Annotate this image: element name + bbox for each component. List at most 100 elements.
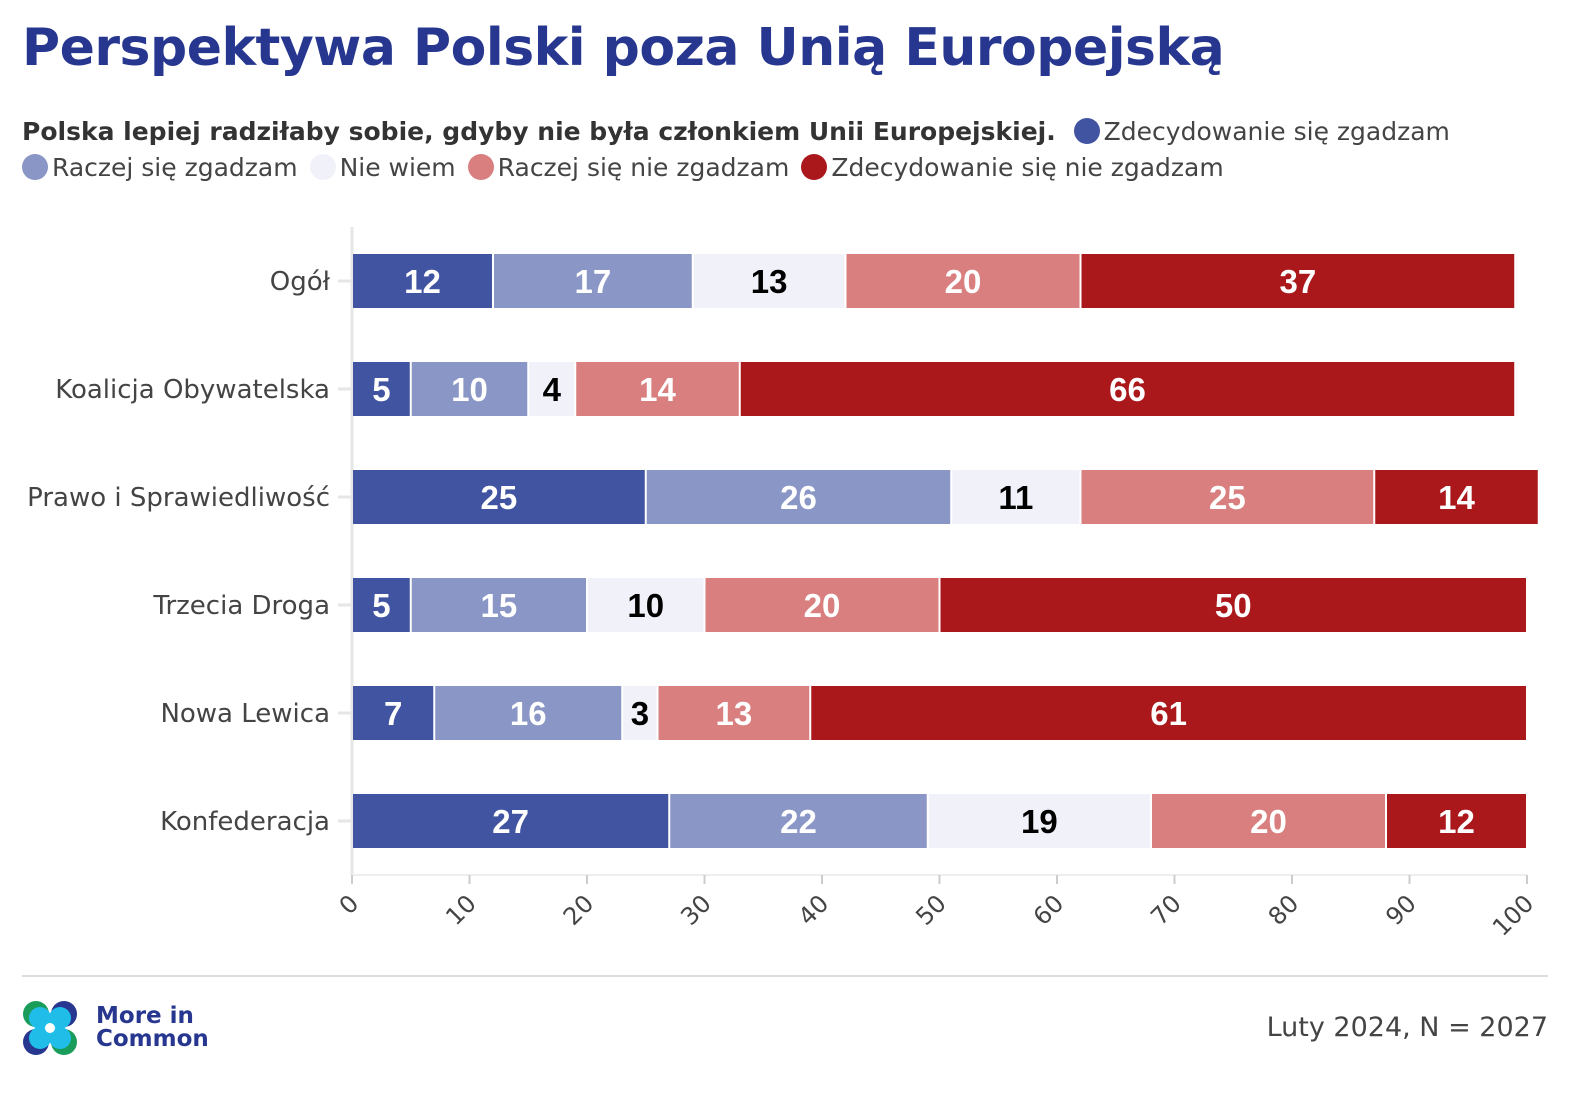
data-label: 19 — [1021, 803, 1058, 840]
x-tick-label: 0 — [334, 889, 365, 920]
bar-segment — [940, 578, 1526, 632]
bar-segment — [353, 578, 410, 632]
x-tick-label: 40 — [793, 889, 834, 930]
legend-label: Raczej się nie zgadzam — [497, 153, 790, 182]
bar-segment — [353, 794, 669, 848]
legend-label: Raczej się zgadzam — [52, 153, 298, 182]
question-text: Polska lepiej radziłaby sobie, gdyby nie… — [22, 117, 1056, 146]
logo-icon — [23, 1001, 77, 1055]
bar-segment — [435, 686, 622, 740]
legend-item: Raczej się zgadzam — [22, 150, 298, 186]
legend-label: Zdecydowanie się nie zgadzam — [831, 153, 1224, 182]
data-label: 37 — [1280, 263, 1317, 300]
chart-title: Perspektywa Polski poza Unią Europejską — [22, 18, 1225, 78]
legend-swatch — [22, 154, 48, 180]
data-label: 13 — [716, 695, 753, 732]
data-label: 50 — [1215, 587, 1252, 624]
bar-segment — [1387, 794, 1526, 848]
category-label: Konfederacja — [160, 807, 330, 837]
x-tick-label: 60 — [1028, 889, 1069, 930]
bar-segment — [1081, 470, 1374, 524]
data-label: 25 — [481, 479, 518, 516]
bar-segment — [353, 470, 645, 524]
data-label: 12 — [1438, 803, 1475, 840]
legend-swatch — [1073, 118, 1100, 144]
category-label: Nowa Lewica — [160, 699, 330, 729]
x-tick-label: 90 — [1380, 889, 1421, 930]
legend-label: Nie wiem — [339, 153, 456, 182]
data-label: 25 — [1209, 479, 1246, 516]
category-label: Trzecia Droga — [152, 591, 330, 621]
data-label: 14 — [639, 371, 676, 408]
logo-line2: Common — [96, 1026, 209, 1052]
data-label: 5 — [372, 371, 390, 408]
bar-segment — [952, 470, 1080, 524]
x-tick-label: 100 — [1487, 889, 1539, 941]
category-label: Koalicja Obywatelska — [55, 375, 330, 405]
bar-segment — [670, 794, 927, 848]
data-label: 10 — [627, 587, 664, 624]
x-tick-label: 50 — [910, 889, 951, 930]
bar-segment — [740, 362, 1515, 416]
legend-swatch — [801, 154, 828, 180]
legend-item: Zdecydowanie się zgadzam — [1073, 114, 1450, 150]
bar-segment — [658, 686, 810, 740]
data-label: 20 — [945, 263, 982, 300]
bar-segment — [353, 362, 410, 416]
divider — [22, 975, 1548, 977]
legend: Polska lepiej radziłaby sobie, gdyby nie… — [22, 114, 1552, 186]
source-note: Luty 2024, N = 2027 — [1266, 1012, 1548, 1043]
bar-segment — [811, 686, 1526, 740]
bar-segment — [1152, 794, 1385, 848]
category-label: Prawo i Sprawiedliwość — [27, 483, 330, 513]
category-label: Ogół — [270, 267, 331, 297]
data-label: 4 — [543, 371, 562, 408]
bar-segment — [1375, 470, 1538, 524]
bar-segment — [494, 254, 692, 308]
data-label: 20 — [1250, 803, 1287, 840]
bar-segment — [846, 254, 1080, 308]
x-tick-label: 20 — [558, 889, 599, 930]
data-label: 12 — [404, 263, 441, 300]
bar-segment — [705, 578, 939, 632]
data-label: 61 — [1150, 695, 1187, 732]
bar-segment — [576, 362, 739, 416]
legend-label: Zdecydowanie się zgadzam — [1103, 117, 1450, 146]
x-tick-label: 70 — [1145, 889, 1186, 930]
x-tick-label: 80 — [1263, 889, 1304, 930]
more-in-common-logo: More in Common — [22, 1000, 209, 1056]
data-label: 17 — [575, 263, 612, 300]
bar-segment — [529, 362, 575, 416]
data-label: 26 — [780, 479, 817, 516]
data-label: 10 — [451, 371, 488, 408]
data-label: 14 — [1438, 479, 1475, 516]
data-label: 13 — [751, 263, 788, 300]
bar-segment — [646, 470, 951, 524]
bar-segment — [353, 686, 434, 740]
bar-segment — [411, 362, 528, 416]
data-label: 16 — [510, 695, 547, 732]
bar-segment — [1081, 254, 1515, 308]
data-label: 11 — [998, 479, 1033, 516]
data-label: 66 — [1109, 371, 1146, 408]
legend-item: Nie wiem — [309, 150, 456, 186]
data-label: 3 — [631, 695, 649, 732]
data-label: 20 — [804, 587, 841, 624]
bar-segment — [623, 686, 657, 740]
legend-swatch — [309, 154, 336, 180]
data-label: 27 — [492, 803, 529, 840]
data-label: 22 — [780, 803, 817, 840]
logo-line1: More in — [96, 1003, 194, 1029]
data-label: 5 — [372, 587, 390, 624]
legend-item: Raczej się nie zgadzam — [467, 150, 790, 186]
legend-item: Zdecydowanie się nie zgadzam — [801, 150, 1224, 186]
bar-segment — [588, 578, 704, 632]
legend-swatch — [467, 154, 494, 180]
x-tick-label: 10 — [440, 889, 481, 930]
bar-segment — [928, 794, 1150, 848]
bar-segment — [353, 254, 492, 308]
data-label: 15 — [481, 587, 518, 624]
bar-segment — [411, 578, 586, 632]
x-tick-label: 30 — [675, 889, 716, 930]
data-label: 7 — [384, 695, 402, 732]
